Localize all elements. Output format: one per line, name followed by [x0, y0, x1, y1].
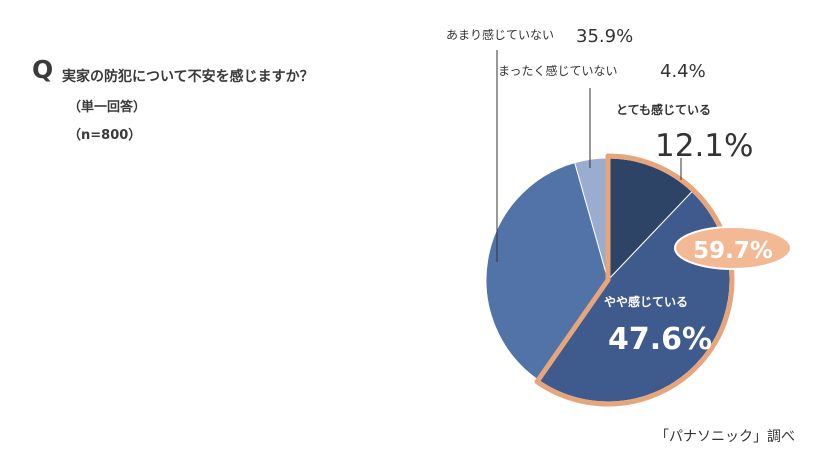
pie-slice-2	[485, 162, 609, 381]
leader-lines	[496, 50, 682, 262]
combined-percent-badge	[674, 226, 792, 270]
sample-size: （n=800）	[68, 128, 142, 143]
answer-type: （単一回答）	[68, 100, 147, 115]
combined-percent-value: 59.7%	[693, 238, 773, 264]
question-mark: Q	[32, 55, 54, 84]
highlight-outline	[534, 153, 735, 407]
slice-value-1: 47.6%	[608, 322, 712, 357]
question-title: 実家の防犯について不安を感じますか？	[62, 69, 314, 85]
slice-label-3: まったく感じていない	[498, 63, 618, 78]
slice-value-2: 35.9%	[576, 26, 633, 47]
source-note: 「パナソニック」調べ	[655, 429, 795, 445]
slice-value-0: 12.1%	[655, 128, 753, 164]
slice-label-2: あまり感じていない	[446, 27, 554, 42]
slice-label-1: やや感じている	[604, 294, 688, 309]
slice-value-3: 4.4%	[660, 61, 706, 82]
slice-label-0: とても感じている	[616, 102, 711, 117]
